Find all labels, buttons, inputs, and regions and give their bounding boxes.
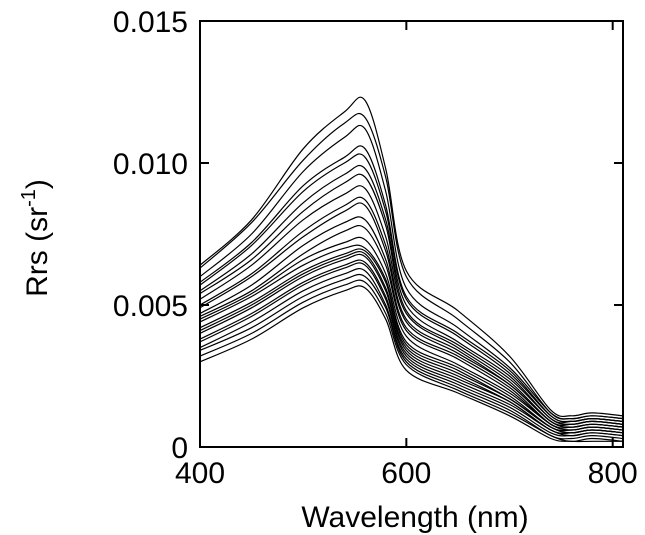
x-tick-label-400: 400 bbox=[175, 457, 225, 490]
spectrum-line-15 bbox=[199, 248, 624, 432]
spectrum-line-4 bbox=[199, 145, 624, 423]
y-axis-label-close: ) bbox=[21, 179, 54, 189]
x-tick-label-800: 800 bbox=[588, 457, 638, 490]
y-axis-label-superscript: -1 bbox=[18, 189, 40, 207]
spectrum-line-21 bbox=[199, 273, 624, 440]
spectrum-line-23 bbox=[199, 285, 623, 443]
y-tick-label-0.005: 0.005 bbox=[113, 290, 188, 323]
y-tick-label-0.015: 0.015 bbox=[113, 6, 188, 39]
axis-ticks bbox=[199, 20, 623, 448]
x-axis-label: Wavelength (nm) bbox=[301, 501, 528, 534]
spectrum-line-17 bbox=[199, 253, 624, 434]
spectrum-line-20 bbox=[199, 268, 624, 437]
spectrum-line-18 bbox=[199, 259, 624, 434]
spectrum-line-6 bbox=[199, 164, 624, 424]
y-tick-label-0.010: 0.010 bbox=[113, 148, 188, 181]
y-tick-label-0: 0 bbox=[171, 432, 188, 465]
spectrum-line-1 bbox=[199, 96, 624, 418]
spectrum-line-5 bbox=[199, 153, 624, 423]
y-axis-label-main: Rrs (sr bbox=[21, 207, 54, 297]
spectrum-line-8 bbox=[199, 185, 624, 427]
spectrum-line-14 bbox=[199, 244, 624, 432]
spectrum-line-7 bbox=[199, 173, 624, 425]
spectrum-line-3 bbox=[199, 124, 624, 420]
plot-frame bbox=[199, 20, 624, 448]
spectrum-line-12 bbox=[199, 224, 624, 429]
y-axis-label: Rrs (sr-1) bbox=[18, 179, 54, 297]
x-tick-label-600: 600 bbox=[381, 457, 431, 490]
spectra-group bbox=[199, 96, 624, 443]
spectrum-line-2 bbox=[199, 112, 624, 420]
spectrum-line-9 bbox=[199, 196, 624, 426]
tick-labels: 400 600 800 0 0.005 0.010 0.015 bbox=[113, 6, 638, 490]
